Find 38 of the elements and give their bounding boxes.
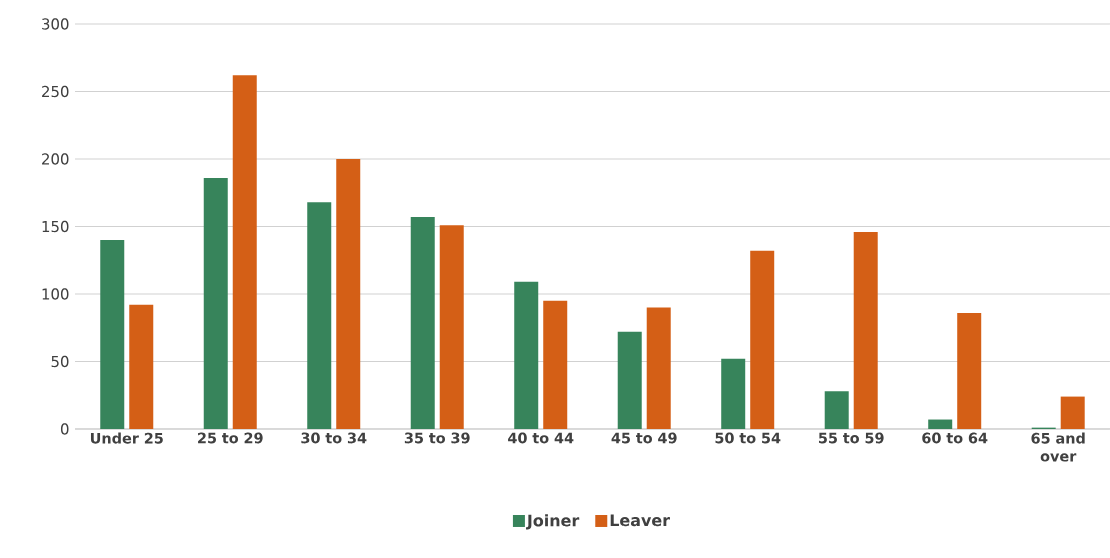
x-tick-label: Under 25	[90, 432, 163, 444]
bar	[307, 202, 332, 429]
x-tick-label: 45 to 49	[611, 432, 677, 444]
bar	[514, 281, 539, 429]
x-tick-label: 50 to 54	[715, 432, 781, 444]
x-tick-label: 30 to 34	[301, 432, 367, 444]
bar	[100, 239, 125, 429]
bar	[410, 217, 435, 429]
bar	[543, 300, 568, 429]
y-tick-label: 300	[42, 18, 69, 30]
x-tick-label: 60 to 64	[922, 432, 988, 444]
bar	[439, 225, 464, 429]
bar	[1060, 396, 1085, 429]
x-tick-label: 65 and over	[1031, 432, 1085, 462]
y-tick-label: 100	[42, 288, 69, 300]
bar	[853, 231, 878, 429]
y-tick-label: 50	[51, 355, 69, 368]
y-tick-label: 0	[60, 423, 69, 435]
x-tick-label: 40 to 44	[508, 432, 574, 444]
bar	[928, 419, 953, 429]
bar	[721, 358, 746, 429]
legend-label: Leaver	[610, 514, 670, 527]
x-tick-label: 55 to 59	[818, 432, 884, 444]
y-tick-label: 150	[42, 220, 69, 233]
bar	[336, 158, 361, 429]
bar	[750, 250, 775, 429]
y-tick-label: 200	[42, 153, 69, 165]
y-tick-label: 250	[42, 85, 69, 98]
bar	[203, 177, 228, 429]
bar	[617, 331, 642, 429]
bar	[824, 391, 849, 429]
bar	[232, 75, 257, 429]
bar	[646, 307, 671, 429]
bar	[129, 304, 154, 429]
x-tick-label: 25 to 29	[198, 432, 263, 444]
legend-label: Joiner	[526, 514, 580, 530]
x-tick-label: 35 to 39	[404, 432, 470, 444]
bar	[957, 312, 982, 429]
